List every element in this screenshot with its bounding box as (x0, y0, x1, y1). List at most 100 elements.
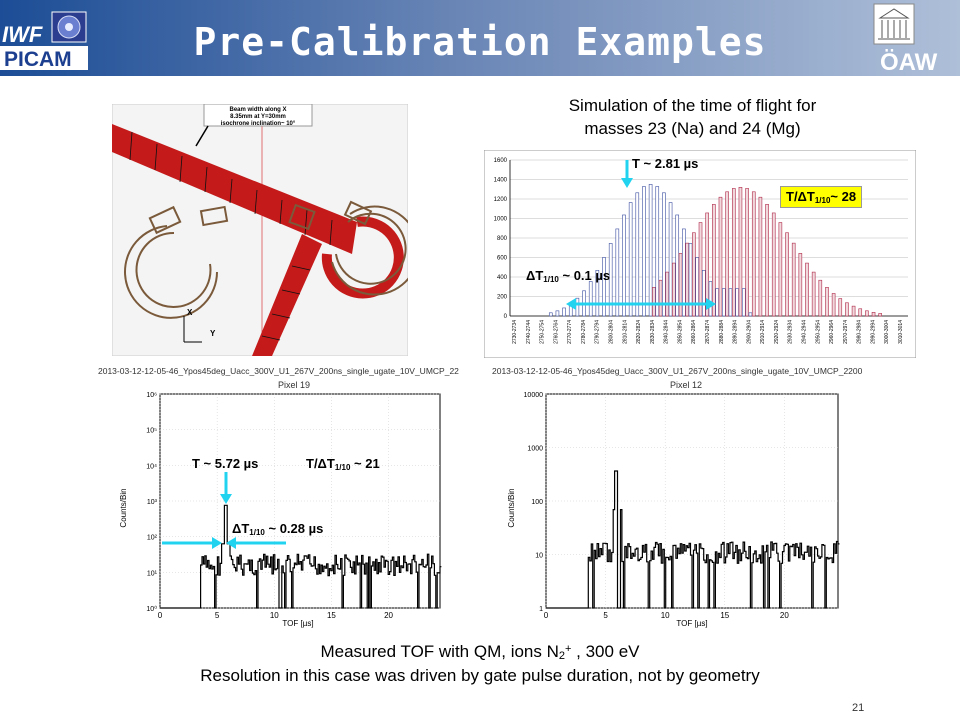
sim-x-tick: 2960-2964 (829, 320, 835, 344)
sim-bar-na (642, 186, 646, 317)
sim-x-tick: 2800-2804 (609, 320, 615, 344)
sim-bar-na (648, 184, 653, 317)
sim-y-tick: 800 (497, 236, 508, 242)
tof-left-pixel: Pixel 19 (278, 380, 311, 390)
simulation-caption-line1: Simulation of the time of flight for (568, 96, 817, 115)
tofL-x-tick: 5 (215, 611, 220, 620)
sim-bar-mg (805, 262, 809, 317)
sim-bar-mg (811, 271, 816, 317)
tofR-y-tick: 10000 (524, 392, 544, 399)
tof-left-filename: 2013-03-12-12-05-46_Ypos45deg_Uacc_300V_… (98, 366, 459, 376)
svg-text:8.35mm at Y=30mm: 8.35mm at Y=30mm (230, 114, 286, 120)
tofL-x-tick: 10 (270, 611, 279, 620)
incoming-beam (112, 124, 357, 254)
tof-left-width-label: ΔT1/10 ~ 0.28 µs (232, 521, 324, 537)
simulation-caption: Simulation of the time of flight for mas… (500, 94, 885, 140)
sim-width-label: ΔT1/10 ~ 0.1 µs (526, 268, 611, 284)
tofL-y-tick: 10² (147, 535, 158, 542)
sim-bar-mg (705, 212, 709, 317)
deflected-beam-arc (321, 216, 404, 299)
sim-bar-na (615, 228, 620, 317)
sim-bar-na (702, 269, 706, 317)
sim-x-tick: 2980-2984 (857, 320, 863, 344)
sim-bar-mg (825, 287, 829, 317)
sim-y-tick: 1200 (494, 197, 508, 203)
tof-right-trace (546, 470, 840, 609)
footer-line2: Resolution in this case was driven by ga… (200, 666, 760, 685)
sim-bar-mg (778, 222, 783, 317)
tofR-y-tick: 10 (535, 553, 543, 560)
sim-bar-mg (672, 262, 676, 317)
sim-bar-mg (658, 279, 663, 317)
sim-bar-na (628, 202, 633, 317)
sim-bar-na (708, 281, 713, 317)
sim-x-tick: 2860-2864 (691, 320, 697, 344)
sim-bar-mg (698, 222, 703, 317)
tofR-y-tick: 1000 (527, 446, 543, 453)
sim-resolution-box: T/ΔT1/10~ 28 (780, 186, 863, 208)
sim-bar-mg (738, 186, 743, 317)
tof-left-ratio-label: T/ΔT1/10 ~ 21 (306, 456, 380, 472)
sim-x-tick: 2950-2954 (815, 320, 821, 344)
tofR-x-tick: 5 (603, 611, 608, 620)
sim-x-tick: 2930-2934 (788, 320, 794, 344)
tof-left-width-arrow-left (162, 537, 222, 549)
tofR-y-tick: 1 (539, 606, 543, 613)
tofR-x-tick: 10 (661, 611, 670, 620)
tofL-x-tick: 20 (384, 611, 393, 620)
beam-width-note-box (203, 104, 313, 127)
sim-bar-mg (692, 232, 696, 317)
sim-y-tick: 200 (497, 295, 508, 301)
sim-bar-mg (745, 188, 749, 317)
sim-bar-mg (791, 242, 796, 317)
tof-left-width-arrow-right (226, 537, 286, 549)
sim-x-tick: 2880-2884 (719, 320, 725, 344)
page-title: Pre-Calibration Examples (193, 20, 767, 64)
sim-bar-na (602, 257, 606, 317)
tof-right-plot: 10000 1000 100 10 1 0 5 10 15 20 Counts/Bin TOF … (507, 392, 840, 628)
tof-left-y-ticks: 10⁶ 10⁵ 10⁴ 10³ 10² 10¹ 10⁰ (146, 392, 157, 613)
sim-bar-mg (678, 253, 683, 317)
sim-bar-na (715, 288, 719, 317)
tof-right-filename: 2013-03-12-12-05-46_Ypos45deg_Uacc_300V_… (492, 366, 863, 376)
sim-bar-na (622, 214, 626, 317)
sim-bar-mg (785, 232, 789, 317)
tof-left-peak-label: T ~ 5.72 µs (192, 456, 259, 471)
right-analyzer (288, 200, 408, 296)
sim-bar-na (735, 288, 739, 317)
sim-bar-mg (845, 302, 849, 317)
sim-peak-label: T ~ 2.81 µs (632, 156, 699, 171)
sim-bar-mg (725, 191, 729, 317)
tofL-y-tick: 10⁵ (146, 428, 157, 435)
sim-x-tick: 2810-2814 (622, 320, 628, 344)
sim-bar-na (682, 228, 686, 317)
svg-text:IWF: IWF (2, 22, 43, 47)
tofR-x-tick: 20 (780, 611, 789, 620)
sim-x-tick: 2920-2924 (774, 320, 780, 344)
sim-x-tick: 2790-2794 (595, 320, 601, 344)
sim-bar-mg (665, 271, 670, 317)
sim-x-tick: 2820-2824 (636, 320, 642, 344)
tof-right-pixel: Pixel 12 (670, 380, 703, 390)
sim-bar-na (548, 312, 553, 317)
sim-bar-mg (798, 253, 803, 317)
sim-x-tick: 2940-2944 (802, 320, 808, 344)
tof-right-y-ticks: 10000 1000 100 10 1 (524, 392, 544, 613)
sim-bar-mg (751, 191, 756, 317)
sim-bar-mg (652, 287, 656, 317)
sim-width-arrow (566, 298, 716, 310)
tof-right-x-label: TOF [µs] (676, 619, 707, 628)
sim-bar-mg (758, 196, 763, 317)
sim-bar-na (688, 243, 693, 317)
sim-y-ticks: 1600 1400 1200 1000 800 600 400 200 0 (494, 158, 508, 320)
sim-x-tick: 2990-2994 (870, 320, 876, 344)
sim-bar-mg (838, 298, 843, 317)
sim-x-tick: 2910-2914 (760, 320, 766, 344)
sim-x-tick: 2750-2754 (540, 320, 546, 344)
sim-x-tick: 2760-2764 (553, 320, 559, 344)
sim-x-tick: 2780-2784 (581, 320, 587, 344)
svg-text:ÖAW: ÖAW (880, 49, 938, 76)
svg-text:Beam width along X: Beam width along X (229, 107, 286, 113)
tofR-x-tick: 0 (544, 611, 549, 620)
